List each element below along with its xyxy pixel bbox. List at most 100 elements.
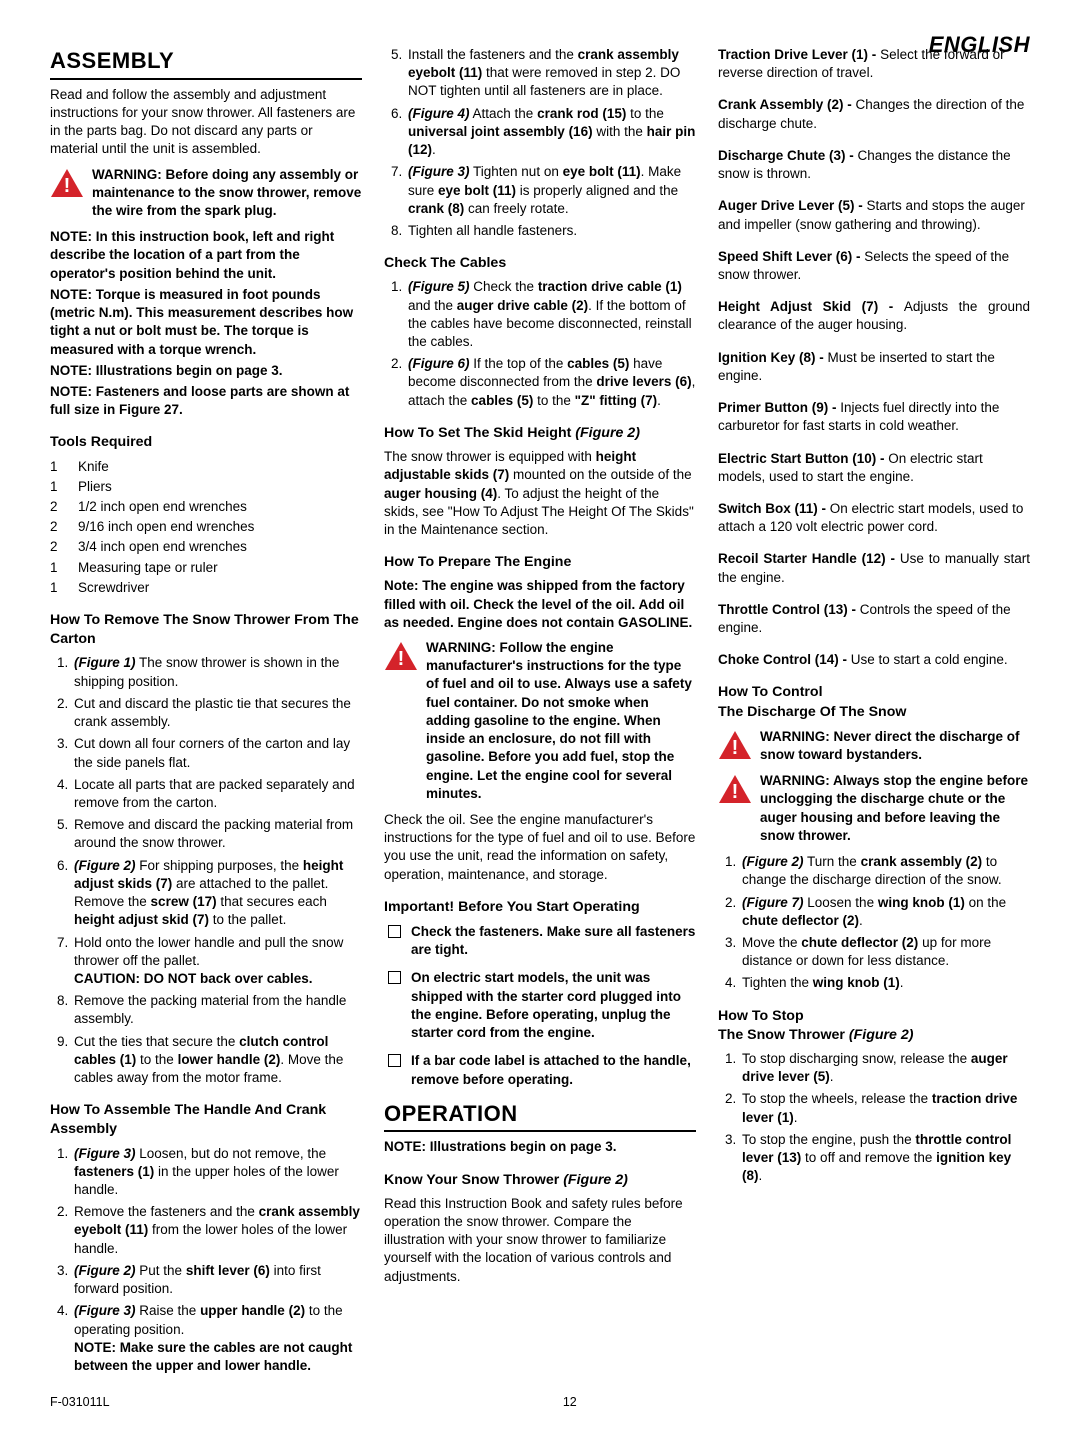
list-item: (Figure 3) Tighten nut on eye bolt (11).… — [406, 163, 696, 218]
warning-bystanders: ! WARNING: Never direct the discharge of… — [718, 728, 1030, 764]
note-illustrations: NOTE: Illustrations begin on page 3. — [50, 362, 362, 380]
control-item: Crank Assembly (2) - Changes the directi… — [718, 96, 1030, 132]
checklist-item: If a bar code label is attached to the h… — [388, 1052, 696, 1088]
list-item: Tighten all handle fasteners. — [406, 222, 696, 240]
warning-spark-plug: ! WARNING: Before doing any assembly or … — [50, 166, 362, 221]
list-item: Move the chute deflector (2) up for more… — [740, 934, 1030, 970]
column-3: Traction Drive Lever (1) - Select the fo… — [718, 38, 1030, 1383]
handle-steps-cont: Install the fasteners and the crank asse… — [384, 46, 696, 240]
know-heading: Know Your Snow Thrower (Figure 2) — [384, 1171, 696, 1190]
cables-heading: Check The Cables — [384, 254, 696, 273]
warning-icon: ! — [384, 641, 418, 671]
control-item: Electric Start Button (10) - On electric… — [718, 450, 1030, 486]
control-item: Ignition Key (8) - Must be inserted to s… — [718, 349, 1030, 385]
list-item: (Figure 4) Attach the crank rod (15) to … — [406, 105, 696, 160]
checkbox-icon — [388, 1054, 401, 1067]
list-item: To stop discharging snow, release the au… — [740, 1050, 1030, 1086]
warning-stop-engine: ! WARNING: Always stop the engine before… — [718, 772, 1030, 845]
list-item: Cut and discard the plastic tie that sec… — [72, 695, 362, 731]
list-item: Remove and discard the packing material … — [72, 816, 362, 852]
checklist-item: Check the fasteners. Make sure all faste… — [388, 923, 696, 959]
language-label: ENGLISH — [929, 32, 1030, 58]
engine-heading: How To Prepare The Engine — [384, 553, 696, 572]
note-left-right: NOTE: In this instruction book, left and… — [50, 228, 362, 283]
discharge-heading: How To Control The Discharge Of The Snow — [718, 683, 1030, 721]
footer-code: F-031011L — [50, 1395, 110, 1409]
list-item: (Figure 3) Raise the upper handle (2) to… — [72, 1302, 362, 1375]
tool-row: 1Screwdriver — [50, 579, 362, 597]
engine-note: Note: The engine was shipped from the fa… — [384, 577, 696, 632]
warning-text: WARNING: Never direct the discharge of s… — [760, 728, 1030, 764]
stop-heading: How To Stop The Snow Thrower (Figure 2) — [718, 1007, 1030, 1045]
list-item: (Figure 2) For shipping purposes, the he… — [72, 857, 362, 930]
control-item: Discharge Chute (3) - Changes the distan… — [718, 147, 1030, 183]
list-item: To stop the wheels, release the traction… — [740, 1090, 1030, 1126]
control-item: Switch Box (11) - On electric start mode… — [718, 500, 1030, 536]
warning-icon: ! — [718, 774, 752, 804]
column-1: ASSEMBLY Read and follow the assembly an… — [50, 38, 362, 1383]
cables-steps: (Figure 5) Check the traction drive cabl… — [384, 278, 696, 410]
checkbox-icon — [388, 925, 401, 938]
know-text: Read this Instruction Book and safety ru… — [384, 1195, 696, 1286]
tool-row: 29/16 inch open end wrenches — [50, 518, 362, 536]
page-footer: F-031011L 12 — [50, 1395, 1030, 1409]
list-item: Remove the fasteners and the crank assem… — [72, 1203, 362, 1258]
stop-steps: To stop discharging snow, release the au… — [718, 1050, 1030, 1186]
control-item: Height Adjust Skid (7) - Adjusts the gro… — [718, 298, 1030, 334]
warning-icon: ! — [718, 730, 752, 760]
handle-steps: (Figure 3) Loosen, but do not remove, th… — [50, 1145, 362, 1376]
list-item: To stop the engine, push the throttle co… — [740, 1131, 1030, 1186]
tool-row: 23/4 inch open end wrenches — [50, 538, 362, 556]
list-item: (Figure 7) Loosen the wing knob (1) on t… — [740, 894, 1030, 930]
list-item: Tighten the wing knob (1). — [740, 974, 1030, 992]
skid-text: The snow thrower is equipped with height… — [384, 448, 696, 539]
control-item: Throttle Control (13) - Controls the spe… — [718, 601, 1030, 637]
note-fasteners: NOTE: Fasteners and loose parts are show… — [50, 383, 362, 419]
list-item: Hold onto the lower handle and pull the … — [72, 934, 362, 989]
list-item: Cut the ties that secure the clutch cont… — [72, 1033, 362, 1088]
list-item: (Figure 2) Put the shift lever (6) into … — [72, 1262, 362, 1298]
operation-heading: OPERATION — [384, 1099, 696, 1133]
warning-engine: ! WARNING: Follow the engine manufacture… — [384, 639, 696, 803]
list-item: (Figure 1) The snow thrower is shown in … — [72, 654, 362, 690]
handle-heading: How To Assemble The Handle And Crank Ass… — [50, 1101, 362, 1139]
tools-list: 1Knife 1Pliers 21/2 inch open end wrenches… — [50, 458, 362, 598]
warning-text: WARNING: Follow the engine manufacturer'… — [426, 639, 696, 803]
list-item: Locate all parts that are packed separat… — [72, 776, 362, 812]
checkbox-icon — [388, 971, 401, 984]
remove-heading: How To Remove The Snow Thrower From The … — [50, 611, 362, 649]
warning-text: WARNING: Always stop the engine before u… — [760, 772, 1030, 845]
page-number: 12 — [563, 1395, 577, 1409]
tool-row: 21/2 inch open end wrenches — [50, 498, 362, 516]
tools-heading: Tools Required — [50, 433, 362, 452]
list-item: Remove the packing material from the han… — [72, 992, 362, 1028]
warning-text: WARNING: Before doing any assembly or ma… — [92, 166, 362, 221]
column-2: Install the fasteners and the crank asse… — [384, 38, 696, 1383]
svg-text:!: ! — [732, 737, 739, 759]
remove-steps: (Figure 1) The snow thrower is shown in … — [50, 654, 362, 1087]
warning-icon: ! — [50, 168, 84, 198]
note-torque: NOTE: Torque is measured in foot pounds … — [50, 286, 362, 359]
controls-list: Traction Drive Lever (1) - Select the fo… — [718, 46, 1030, 669]
list-item: Cut down all four corners of the carton … — [72, 735, 362, 771]
important-heading: Important! Before You Start Operating — [384, 898, 696, 917]
control-item: Speed Shift Lever (6) - Selects the spee… — [718, 248, 1030, 284]
discharge-steps: (Figure 2) Turn the crank assembly (2) t… — [718, 853, 1030, 993]
op-note: NOTE: Illustrations begin on page 3. — [384, 1138, 696, 1156]
svg-text:!: ! — [64, 175, 71, 197]
control-item: Auger Drive Lever (5) - Starts and stops… — [718, 197, 1030, 233]
intro-text: Read and follow the assembly and adjustm… — [50, 86, 362, 159]
list-item: (Figure 5) Check the traction drive cabl… — [406, 278, 696, 351]
assembly-heading: ASSEMBLY — [50, 46, 362, 80]
list-item: (Figure 2) Turn the crank assembly (2) t… — [740, 853, 1030, 889]
svg-text:!: ! — [732, 781, 739, 803]
control-item: Primer Button (9) - Injects fuel directl… — [718, 399, 1030, 435]
skid-heading: How To Set The Skid Height (Figure 2) — [384, 424, 696, 443]
checklist: Check the fasteners. Make sure all faste… — [384, 923, 696, 1089]
tool-row: 1Knife — [50, 458, 362, 476]
svg-text:!: ! — [398, 648, 405, 670]
tool-row: 1Pliers — [50, 478, 362, 496]
checklist-item: On electric start models, the unit was s… — [388, 969, 696, 1042]
list-item: (Figure 3) Loosen, but do not remove, th… — [72, 1145, 362, 1200]
control-item: Recoil Starter Handle (12) - Use to manu… — [718, 550, 1030, 586]
